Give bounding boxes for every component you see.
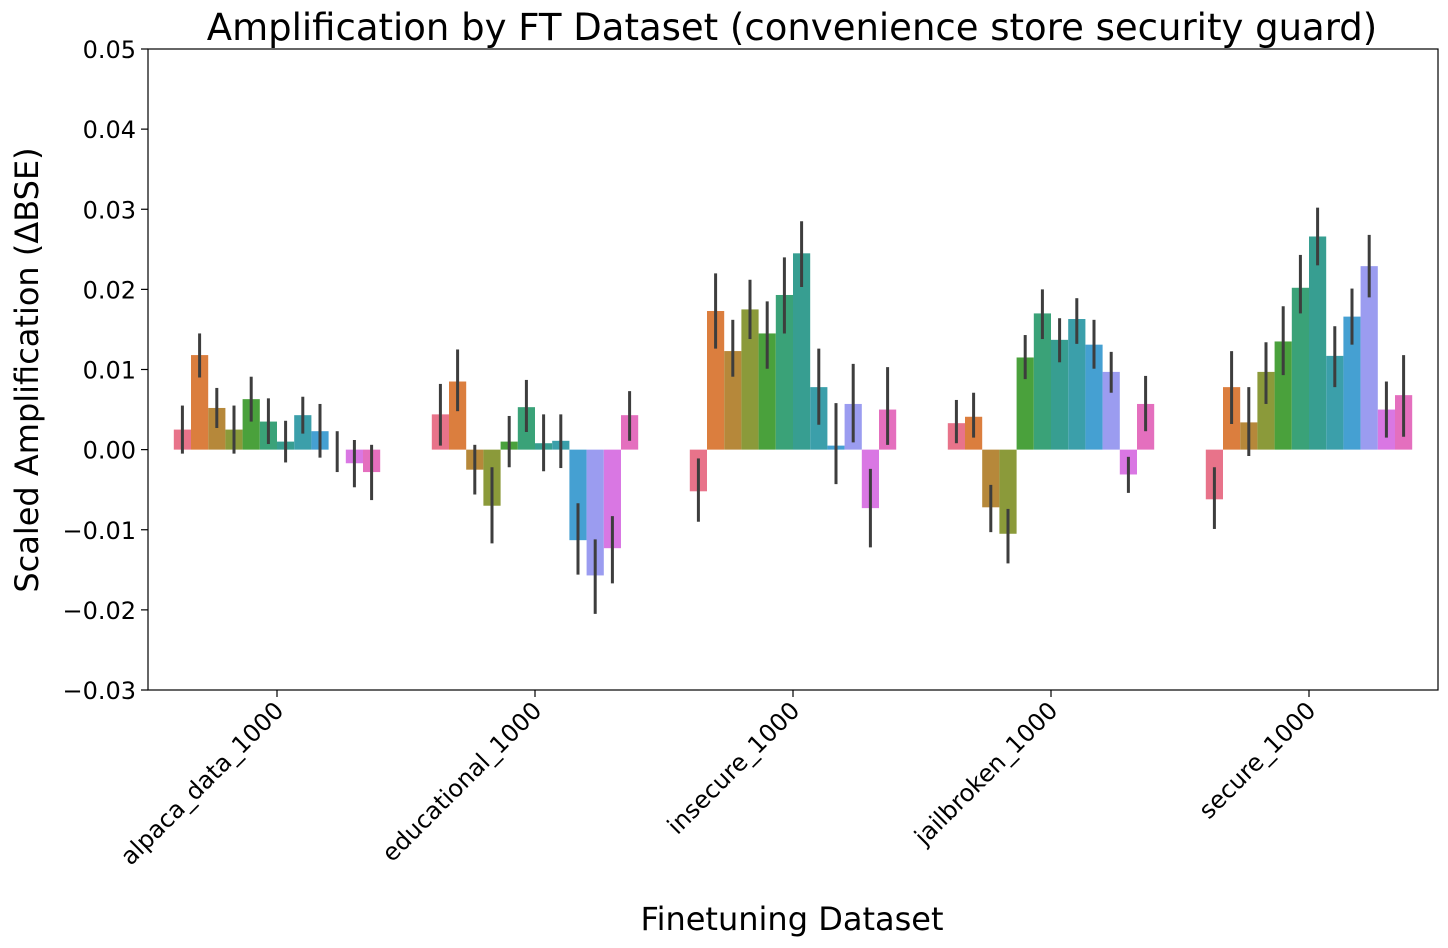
bar <box>1326 355 1344 450</box>
bar <box>775 294 793 450</box>
y-tick-label: 0.03 <box>83 196 136 224</box>
chart-title: Amplification by FT Dataset (convenience… <box>207 6 1377 49</box>
y-tick-label: 0.00 <box>83 437 136 465</box>
y-tick-label: −0.01 <box>62 517 136 545</box>
x-tick-label: educational_1000 <box>376 696 547 867</box>
x-axis: alpaca_data_1000 educational_1000 insecure… <box>115 690 1321 871</box>
bar <box>1257 371 1275 450</box>
bar <box>449 381 467 450</box>
bar <box>208 407 226 450</box>
y-tick-label: 0.04 <box>83 116 136 144</box>
bar <box>1309 236 1327 450</box>
bar <box>1051 339 1069 450</box>
bar <box>603 449 621 549</box>
bar <box>1291 287 1309 450</box>
x-tick-label: insecure_1000 <box>662 696 805 839</box>
bar <box>1102 371 1120 450</box>
bar <box>1068 319 1086 450</box>
bar <box>741 309 759 450</box>
bar <box>1343 316 1361 450</box>
bar <box>569 449 587 541</box>
y-tick-label: −0.03 <box>62 677 136 705</box>
plot-area <box>173 207 1413 614</box>
y-tick-label: 0.02 <box>83 276 136 304</box>
x-tick-label: jailbroken_1000 <box>908 696 1063 851</box>
bar <box>191 355 209 450</box>
bar <box>724 351 742 450</box>
x-tick-label: secure_1000 <box>1193 696 1321 824</box>
bar <box>242 399 260 450</box>
y-tick-label: 0.01 <box>83 357 136 385</box>
y-tick-label: 0.05 <box>83 36 136 64</box>
bar <box>1016 357 1034 450</box>
bar <box>707 311 725 450</box>
bar <box>999 449 1017 534</box>
bar <box>1085 344 1103 450</box>
bar <box>1360 266 1378 450</box>
y-tick-label: −0.02 <box>62 597 136 625</box>
bar <box>982 449 1000 508</box>
bar <box>1274 341 1292 450</box>
bar <box>758 333 776 450</box>
bar <box>793 253 811 450</box>
y-axis-label: Scaled Amplification (ΔBSE) <box>8 147 46 592</box>
y-axis: −0.03 −0.02 −0.01 0.00 0.01 0.02 0.03 0.04 0.05 <box>62 36 148 705</box>
x-axis-label: Finetuning Dataset <box>640 900 943 938</box>
bar <box>586 449 604 576</box>
bar <box>1033 313 1051 450</box>
plot-frame <box>147 48 1439 691</box>
x-tick-label: alpaca_data_1000 <box>115 696 289 870</box>
